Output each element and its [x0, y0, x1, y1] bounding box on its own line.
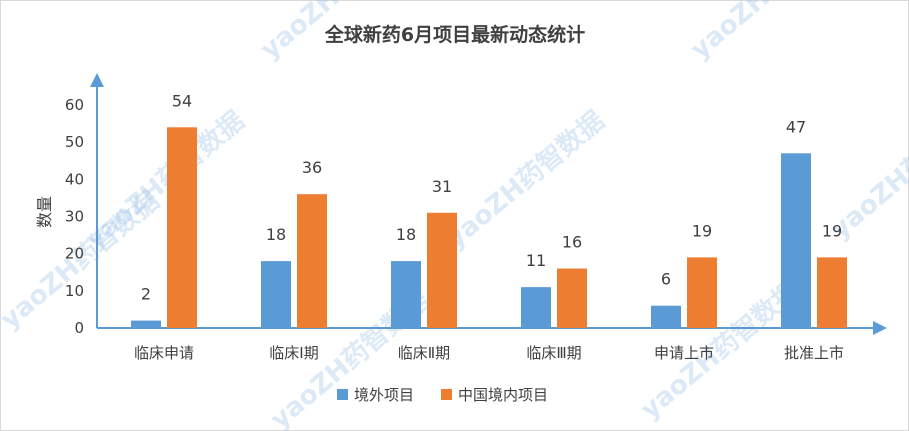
- bar-overseas: [131, 320, 161, 328]
- bar-domestic: [297, 194, 327, 328]
- category-label: 临床Ⅱ期: [398, 344, 450, 362]
- legend-swatch-domestic: [441, 389, 452, 400]
- y-tick-label: 20: [65, 245, 84, 263]
- bar-overseas: [781, 153, 811, 328]
- y-tick-label: 30: [65, 208, 84, 226]
- data-label: 18: [396, 225, 416, 244]
- legend-label-overseas: 境外项目: [354, 386, 414, 404]
- data-labels: 2 54 18 36 18 31 11 16 6 19 47 19: [141, 91, 842, 303]
- bar-overseas: [651, 305, 681, 328]
- y-tick-labels: 0 10 20 30 40 50 60: [65, 96, 84, 337]
- data-label: 31: [432, 177, 452, 196]
- bar-overseas: [521, 287, 551, 328]
- legend-label-domestic: 中国境内项目: [458, 386, 548, 404]
- data-label: 47: [786, 117, 806, 136]
- category-label: 临床申请: [134, 344, 194, 362]
- data-label: 19: [692, 221, 712, 240]
- bar-domestic: [687, 257, 717, 328]
- watermark-text: yaoZH药智数据: [685, 0, 855, 65]
- category-labels: 临床申请 临床Ⅰ期 临床Ⅱ期 临床Ⅲ期 申请上市 批准上市: [134, 344, 844, 362]
- chart-title: 全球新药6月项目最新动态统计: [324, 23, 585, 46]
- data-label: 54: [172, 91, 192, 110]
- y-tick-label: 40: [65, 170, 84, 188]
- legend: 境外项目 中国境内项目: [337, 386, 548, 404]
- data-label: 36: [302, 158, 322, 177]
- category-label: 批准上市: [784, 344, 844, 362]
- bar-overseas: [261, 261, 291, 328]
- y-tick-label: 60: [65, 96, 84, 114]
- category-label: 临床Ⅰ期: [269, 344, 318, 362]
- bar-overseas: [391, 261, 421, 328]
- y-tick-label: 10: [65, 282, 84, 300]
- y-axis-label: 数量: [35, 196, 54, 228]
- bar-domestic: [167, 127, 197, 328]
- data-label: 16: [562, 233, 582, 252]
- category-label: 申请上市: [654, 344, 714, 362]
- y-tick-label: 50: [65, 133, 84, 151]
- bar-domestic: [557, 268, 587, 328]
- y-tick-label: 0: [74, 319, 84, 337]
- bar-series: [131, 127, 847, 328]
- data-label: 2: [141, 285, 151, 304]
- data-label: 19: [822, 221, 842, 240]
- data-label: 6: [661, 270, 671, 289]
- data-label: 11: [526, 251, 546, 270]
- category-label: 临床Ⅲ期: [526, 344, 581, 362]
- legend-swatch-overseas: [337, 389, 348, 400]
- bar-domestic: [427, 212, 457, 328]
- data-label: 18: [266, 225, 286, 244]
- bar-domestic: [817, 257, 847, 328]
- watermark-text: yaoZH药智数据: [440, 106, 610, 256]
